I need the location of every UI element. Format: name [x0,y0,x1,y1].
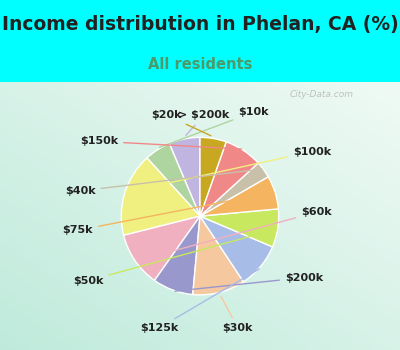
Wedge shape [200,177,278,216]
Text: $10k: $10k [159,107,269,147]
Text: $30k: $30k [221,296,253,333]
Text: $100k: $100k [126,147,331,193]
Wedge shape [200,209,279,247]
Text: > $200k: > $200k [178,110,230,135]
Wedge shape [200,216,272,282]
Wedge shape [200,137,226,216]
Wedge shape [124,216,200,280]
Wedge shape [147,144,200,216]
Wedge shape [154,216,200,295]
Text: $200k: $200k [175,273,323,291]
Text: $150k: $150k [80,136,242,149]
Text: $20k: $20k [152,110,211,136]
Wedge shape [193,216,244,295]
Text: $75k: $75k [63,192,274,235]
Text: All residents: All residents [148,57,252,72]
Text: $50k: $50k [73,229,277,286]
Text: City-Data.com: City-Data.com [290,90,354,99]
Text: $40k: $40k [65,169,262,196]
Text: $60k: $60k [136,207,332,261]
Wedge shape [121,158,200,235]
Text: $125k: $125k [140,269,260,333]
Wedge shape [200,163,268,216]
Text: Income distribution in Phelan, CA (%): Income distribution in Phelan, CA (%) [2,15,398,34]
Wedge shape [169,137,200,216]
Wedge shape [200,142,258,216]
